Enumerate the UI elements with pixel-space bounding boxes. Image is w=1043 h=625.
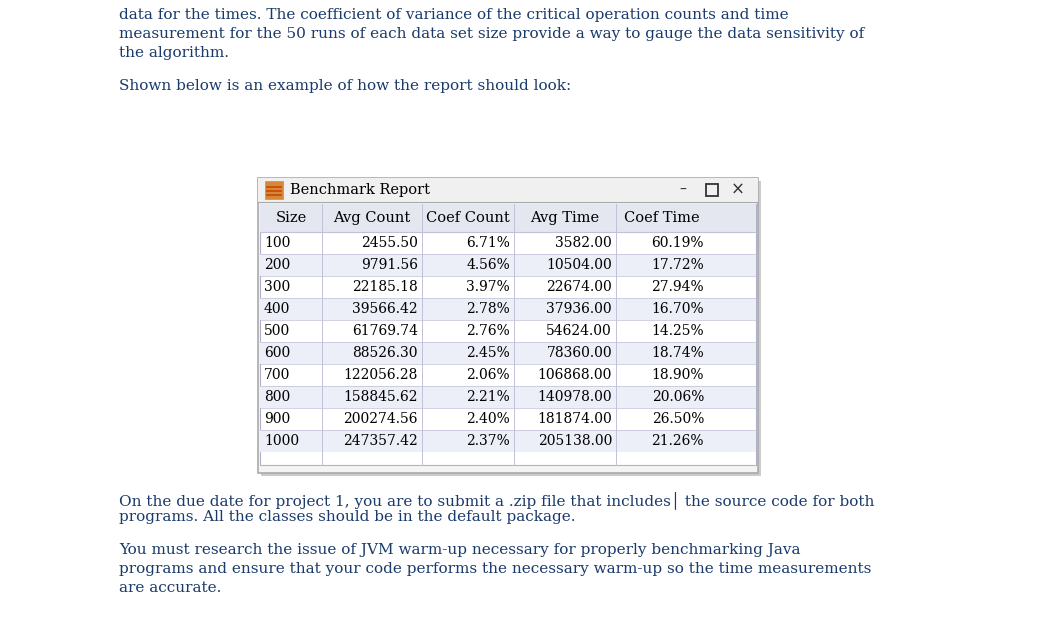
Text: 106868.00: 106868.00 [537,368,612,382]
Text: 21.26%: 21.26% [652,434,704,448]
Text: programs. All the classes should be in the default package.: programs. All the classes should be in t… [119,510,576,524]
Text: 2.21%: 2.21% [466,390,510,404]
Text: 14.25%: 14.25% [652,324,704,338]
Text: Avg Time: Avg Time [531,211,600,225]
Text: Coef Count: Coef Count [427,211,510,225]
Text: 22674.00: 22674.00 [547,280,612,294]
Text: 2.06%: 2.06% [466,368,510,382]
Text: 10504.00: 10504.00 [547,258,612,272]
Text: 2.45%: 2.45% [466,346,510,360]
Text: 20.06%: 20.06% [652,390,704,404]
Text: 16.70%: 16.70% [652,302,704,316]
Text: 4.56%: 4.56% [466,258,510,272]
Text: 3582.00: 3582.00 [555,236,612,250]
Text: 26.50%: 26.50% [652,412,704,426]
Text: the algorithm.: the algorithm. [119,46,229,60]
Text: 54624.00: 54624.00 [547,324,612,338]
Text: You must research the issue of JVM warm-up necessary for properly benchmarking J: You must research the issue of JVM warm-… [119,543,800,557]
Text: Avg Count: Avg Count [334,211,411,225]
Text: 122056.28: 122056.28 [343,368,418,382]
Text: 39566.42: 39566.42 [353,302,418,316]
Text: 37936.00: 37936.00 [547,302,612,316]
FancyBboxPatch shape [258,178,758,202]
Text: 500: 500 [264,324,290,338]
Text: 205138.00: 205138.00 [537,434,612,448]
Text: 2.76%: 2.76% [466,324,510,338]
Text: 2.40%: 2.40% [466,412,510,426]
Text: Benchmark Report: Benchmark Report [290,183,430,197]
Text: 300: 300 [264,280,290,294]
Text: 200: 200 [264,258,290,272]
Text: are accurate.: are accurate. [119,581,221,595]
FancyBboxPatch shape [260,204,756,465]
Text: 800: 800 [264,390,290,404]
Text: 3.97%: 3.97% [466,280,510,294]
FancyBboxPatch shape [265,181,283,199]
Text: ×: × [731,181,745,199]
Text: On the due date for project 1, you are to submit a .zip file that includes│ the : On the due date for project 1, you are t… [119,491,874,509]
FancyBboxPatch shape [260,430,756,452]
Text: measurement for the 50 runs of each data set size provide a way to gauge the dat: measurement for the 50 runs of each data… [119,27,865,41]
FancyBboxPatch shape [261,181,761,476]
FancyBboxPatch shape [258,178,758,473]
Text: 158845.62: 158845.62 [343,390,418,404]
FancyBboxPatch shape [260,204,756,232]
Text: 18.74%: 18.74% [651,346,704,360]
Text: 18.90%: 18.90% [652,368,704,382]
Text: –: – [680,183,686,197]
Text: 400: 400 [264,302,290,316]
Text: 60.19%: 60.19% [652,236,704,250]
Text: 27.94%: 27.94% [652,280,704,294]
Text: data for the times. The coefficient of variance of the critical operation counts: data for the times. The coefficient of v… [119,8,789,22]
Text: Coef Time: Coef Time [624,211,700,225]
Text: 900: 900 [264,412,290,426]
Text: 22185.18: 22185.18 [353,280,418,294]
Text: 6.71%: 6.71% [466,236,510,250]
Text: 2.37%: 2.37% [466,434,510,448]
Text: 600: 600 [264,346,290,360]
Text: 2455.50: 2455.50 [361,236,418,250]
Text: Size: Size [275,211,307,225]
FancyBboxPatch shape [260,342,756,364]
FancyBboxPatch shape [260,254,756,276]
Text: 61769.74: 61769.74 [351,324,418,338]
FancyBboxPatch shape [260,298,756,320]
Text: 700: 700 [264,368,290,382]
Text: Shown below is an example of how the report should look:: Shown below is an example of how the rep… [119,79,572,93]
Text: 2.78%: 2.78% [466,302,510,316]
Text: 1000: 1000 [264,434,299,448]
Text: 200274.56: 200274.56 [343,412,418,426]
Text: 100: 100 [264,236,290,250]
Text: 140978.00: 140978.00 [537,390,612,404]
Text: programs and ensure that your code performs the necessary warm-up so the time me: programs and ensure that your code perfo… [119,562,871,576]
Text: 9791.56: 9791.56 [361,258,418,272]
Text: 17.72%: 17.72% [651,258,704,272]
Text: 181874.00: 181874.00 [537,412,612,426]
FancyBboxPatch shape [260,386,756,408]
Text: 88526.30: 88526.30 [353,346,418,360]
Text: 247357.42: 247357.42 [343,434,418,448]
Text: 78360.00: 78360.00 [547,346,612,360]
